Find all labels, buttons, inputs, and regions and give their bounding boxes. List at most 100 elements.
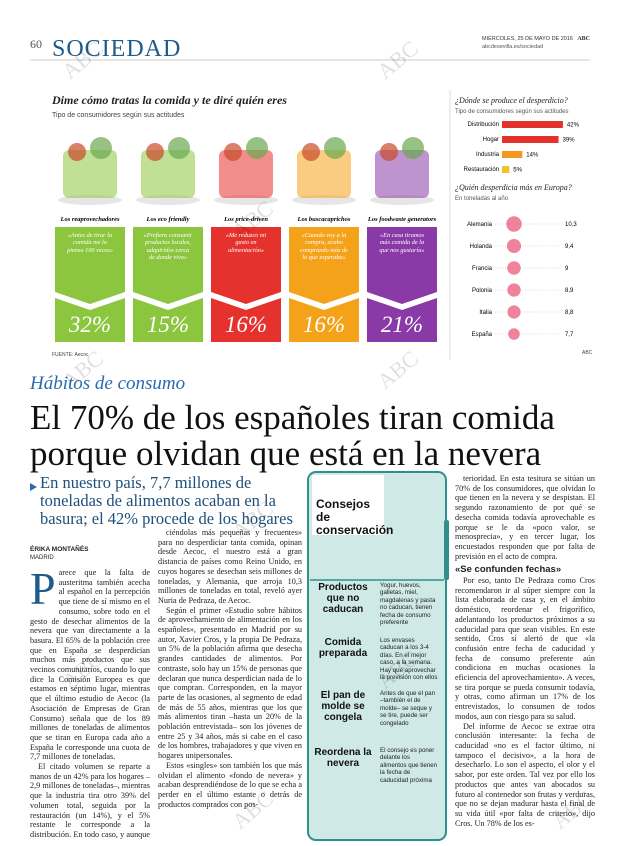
tip-heading: Reordena la nevera: [314, 747, 372, 769]
illustration: [141, 150, 195, 198]
bar: [502, 121, 563, 128]
illustration: [68, 143, 86, 161]
profile-shape: [133, 227, 203, 304]
dot-label: Holanda: [470, 244, 493, 250]
headline: El 70% de los españoles tiran comida por…: [30, 398, 555, 473]
paragraph: ciéndolas más pequeñas y frecuentes» par…: [158, 528, 302, 605]
illustration: [90, 137, 112, 159]
quote-box: «Cuando voy a la compra, acabo comprando…: [300, 232, 348, 261]
fridge: [307, 471, 447, 841]
profile-shape: [289, 227, 359, 304]
author: ÉRIKA MONTAÑÉS: [30, 546, 89, 553]
bar-value: 42%: [567, 123, 580, 129]
paragraph: Del informe de Aecoc se extrae otra conc…: [455, 721, 595, 828]
bar: [502, 151, 523, 158]
subheading: «Se confunden fechas»: [455, 564, 562, 576]
illustration: [375, 150, 429, 198]
profile-name: Los reaprovechadores: [59, 216, 120, 223]
quote-box: «Prefiero consumir productos locales, ad…: [143, 232, 193, 261]
illustration: [402, 137, 424, 159]
paragraph: El citado volumen se reparte a manos de …: [30, 762, 150, 840]
bullet: [30, 483, 37, 491]
illustration: [324, 137, 346, 159]
profile-quote: «Antes de tirar la comida me lo pienso 1…: [67, 232, 113, 254]
profile-shape: [367, 227, 437, 304]
illustration: [224, 143, 242, 161]
paragraph: Según el primer «Estudio sobre hábitos d…: [158, 605, 302, 761]
waste-title: ¿Dónde se produce el desperdicio?: [455, 96, 568, 105]
profile-name: Los buscacaprichos: [297, 216, 351, 223]
sidebar-title: Consejos de conservación: [316, 497, 394, 537]
watermark: ABC: [372, 36, 423, 84]
infographic-title: Dime cómo tratas la comida y te diré qui…: [51, 93, 287, 107]
dot-label: España: [472, 332, 493, 338]
fridge-handle: [444, 520, 449, 580]
profile-quote: «Prefiero consumir productos locales, ad…: [143, 232, 193, 261]
quote-box: «Me reduzco mi gasto en alimentación»: [225, 232, 267, 254]
profile-quote: «Cuando voy a la compra, acabo comprando…: [300, 232, 348, 261]
illustration: [380, 143, 398, 161]
tip-text: El consejo es poner delante los alimento…: [380, 747, 438, 784]
illustration: [146, 143, 164, 161]
paragraph: Estos «singles» son también los que más …: [158, 760, 302, 809]
paragraph: Por eso, tanto De Pedraza como Cros reco…: [455, 576, 595, 721]
profile-shape: [55, 298, 125, 342]
paragraph: Parece que la falta de austeritma tambié…: [30, 568, 150, 762]
kicker: Hábitos de consumo: [29, 373, 185, 394]
bar-label: Industria: [476, 152, 500, 158]
bar: [502, 166, 510, 173]
illustration: [63, 150, 117, 198]
illustration: [297, 150, 351, 198]
column: ciéndolas más pequeñas y frecuentes» par…: [158, 528, 302, 840]
profile-percent: 15%: [147, 312, 189, 337]
profile-quote: «En casa tiramos más comida de la que no…: [379, 232, 425, 254]
europe-subtitle: En toneladas al año: [455, 196, 509, 202]
dot-label: Francia: [472, 266, 493, 272]
profile-name: Los foodwaste generators: [367, 216, 437, 223]
dot-value: 8,8: [565, 310, 574, 316]
bar-label: Restauración: [464, 167, 499, 173]
dot-value: 10,3: [565, 222, 577, 228]
profile-shape: [289, 298, 359, 342]
watermark: ABC: [372, 346, 423, 394]
paragraph: terioridad. En esta tesitura se sitúan u…: [455, 474, 595, 561]
source: FUENTE: Aecoc: [52, 352, 89, 358]
dot-label: Polonia: [472, 288, 493, 294]
tip-heading: Comida preparada: [318, 637, 368, 659]
profile-name: Los price-driven: [223, 216, 268, 223]
dot: [507, 261, 521, 275]
profile-shape: [211, 298, 281, 342]
bar-label: Distribución: [468, 122, 499, 128]
illustration: [302, 143, 320, 161]
bar-value: 5%: [513, 168, 522, 174]
dot-value: 8,9: [565, 288, 574, 294]
illustration: [246, 137, 268, 159]
dot: [506, 238, 522, 254]
tip-text: Antes de que el pan –también el de molde…: [380, 690, 436, 727]
illustration: [168, 137, 190, 159]
quote-box: «Antes de tirar la comida me lo pienso 1…: [67, 232, 113, 254]
dot: [507, 283, 521, 297]
dot: [507, 305, 521, 319]
europe-source: ABC: [582, 350, 593, 356]
tip-heading: Productos que no caducan: [318, 582, 368, 615]
dot-value: 9,4: [565, 244, 574, 250]
sidebar-title-box: [312, 475, 384, 535]
dot: [508, 328, 520, 340]
profile-percent: 21%: [381, 312, 423, 337]
brand: ABC: [577, 36, 590, 42]
profile-percent: 32%: [68, 312, 111, 337]
tip-heading: El pan de molde se congela: [320, 690, 366, 723]
profile-quote: «Me reduzco mi gasto en alimentación»: [225, 232, 267, 254]
illustration: [219, 150, 273, 198]
dot-value: 9: [565, 266, 569, 272]
bar: [502, 136, 559, 143]
column: Parece que la falta de austeritma tambié…: [30, 568, 150, 840]
profile-shape: [211, 227, 281, 304]
profile-name: Los eco friendly: [146, 216, 190, 223]
profile-percent: 16%: [225, 312, 267, 337]
date: MIÉRCOLES, 25 DE MAYO DE 2016: [482, 35, 573, 42]
section-title: SOCIEDAD: [52, 36, 181, 62]
